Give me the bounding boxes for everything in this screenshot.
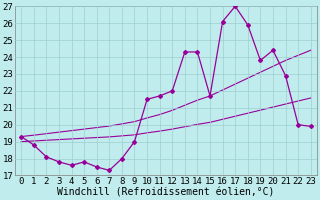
X-axis label: Windchill (Refroidissement éolien,°C): Windchill (Refroidissement éolien,°C): [57, 187, 275, 197]
